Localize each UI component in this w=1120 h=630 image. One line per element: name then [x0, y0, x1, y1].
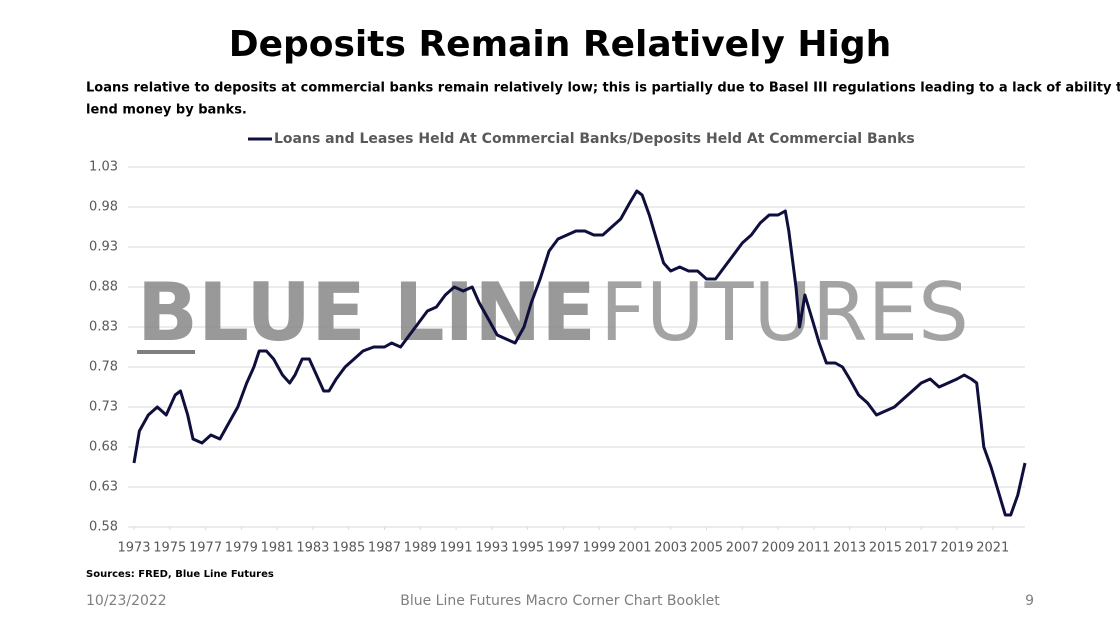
- y-tick-label: 0.73: [89, 400, 118, 415]
- subtitle: lend money by banks.: [86, 103, 247, 118]
- x-tick-label: 1983: [296, 541, 329, 556]
- y-tick-label: 0.78: [89, 360, 118, 375]
- y-tick-label: 0.63: [89, 480, 118, 495]
- x-tick-label: 2021: [976, 541, 1009, 556]
- subtitle: Loans relative to deposits at commercial…: [86, 81, 1120, 96]
- y-tick-label: 0.68: [89, 440, 118, 455]
- watermark-text: FUTURES: [600, 266, 969, 359]
- page-number: 9: [1025, 593, 1034, 609]
- footer-center: Blue Line Futures Macro Corner Chart Boo…: [400, 593, 720, 609]
- y-tick-label: 0.93: [89, 240, 118, 255]
- x-tick-label: 1987: [368, 541, 401, 556]
- x-tick-label: 2009: [762, 541, 795, 556]
- watermark-text: BLUE LINE: [137, 266, 596, 359]
- y-tick-label: 0.98: [89, 200, 118, 215]
- y-tick-label: 0.58: [89, 520, 118, 535]
- footer-date: 10/23/2022: [86, 593, 167, 609]
- x-tick-label: 2015: [869, 541, 902, 556]
- x-tick-label: 1989: [404, 541, 437, 556]
- x-tick-label: 2019: [940, 541, 973, 556]
- watermark: BLUE LINE FUTURES: [137, 266, 969, 359]
- chart-title: Deposits Remain Relatively High: [229, 24, 892, 65]
- y-tick-label: 1.03: [89, 160, 118, 175]
- y-tick-label: 0.88: [89, 280, 118, 295]
- data-line: [132, 189, 1027, 517]
- legend-label: Loans and Leases Held At Commercial Bank…: [274, 131, 915, 147]
- x-tick-label: 2005: [690, 541, 723, 556]
- x-tick-label: 1997: [547, 541, 580, 556]
- x-tick-label: 1977: [189, 541, 222, 556]
- x-tick-label: 2001: [618, 541, 651, 556]
- x-tick-label: 1999: [583, 541, 616, 556]
- watermark-underline: [137, 350, 195, 354]
- x-tick-label: 2013: [833, 541, 866, 556]
- y-tick-label: 0.83: [89, 320, 118, 335]
- x-tick-label: 2017: [905, 541, 938, 556]
- x-tick-label: 1995: [511, 541, 544, 556]
- x-tick-label: 2007: [726, 541, 759, 556]
- x-tick-label: 2003: [654, 541, 687, 556]
- x-tick-label: 1979: [225, 541, 258, 556]
- x-tick-label: 1973: [117, 541, 150, 556]
- x-tick-label: 2011: [797, 541, 830, 556]
- x-tick-label: 1975: [153, 541, 186, 556]
- source: Sources: FRED, Blue Line Futures: [86, 569, 274, 580]
- x-tick-label: 1981: [261, 541, 294, 556]
- x-tick-label: 1991: [440, 541, 473, 556]
- x-tick-label: 1985: [332, 541, 365, 556]
- x-tick-label: 1993: [475, 541, 508, 556]
